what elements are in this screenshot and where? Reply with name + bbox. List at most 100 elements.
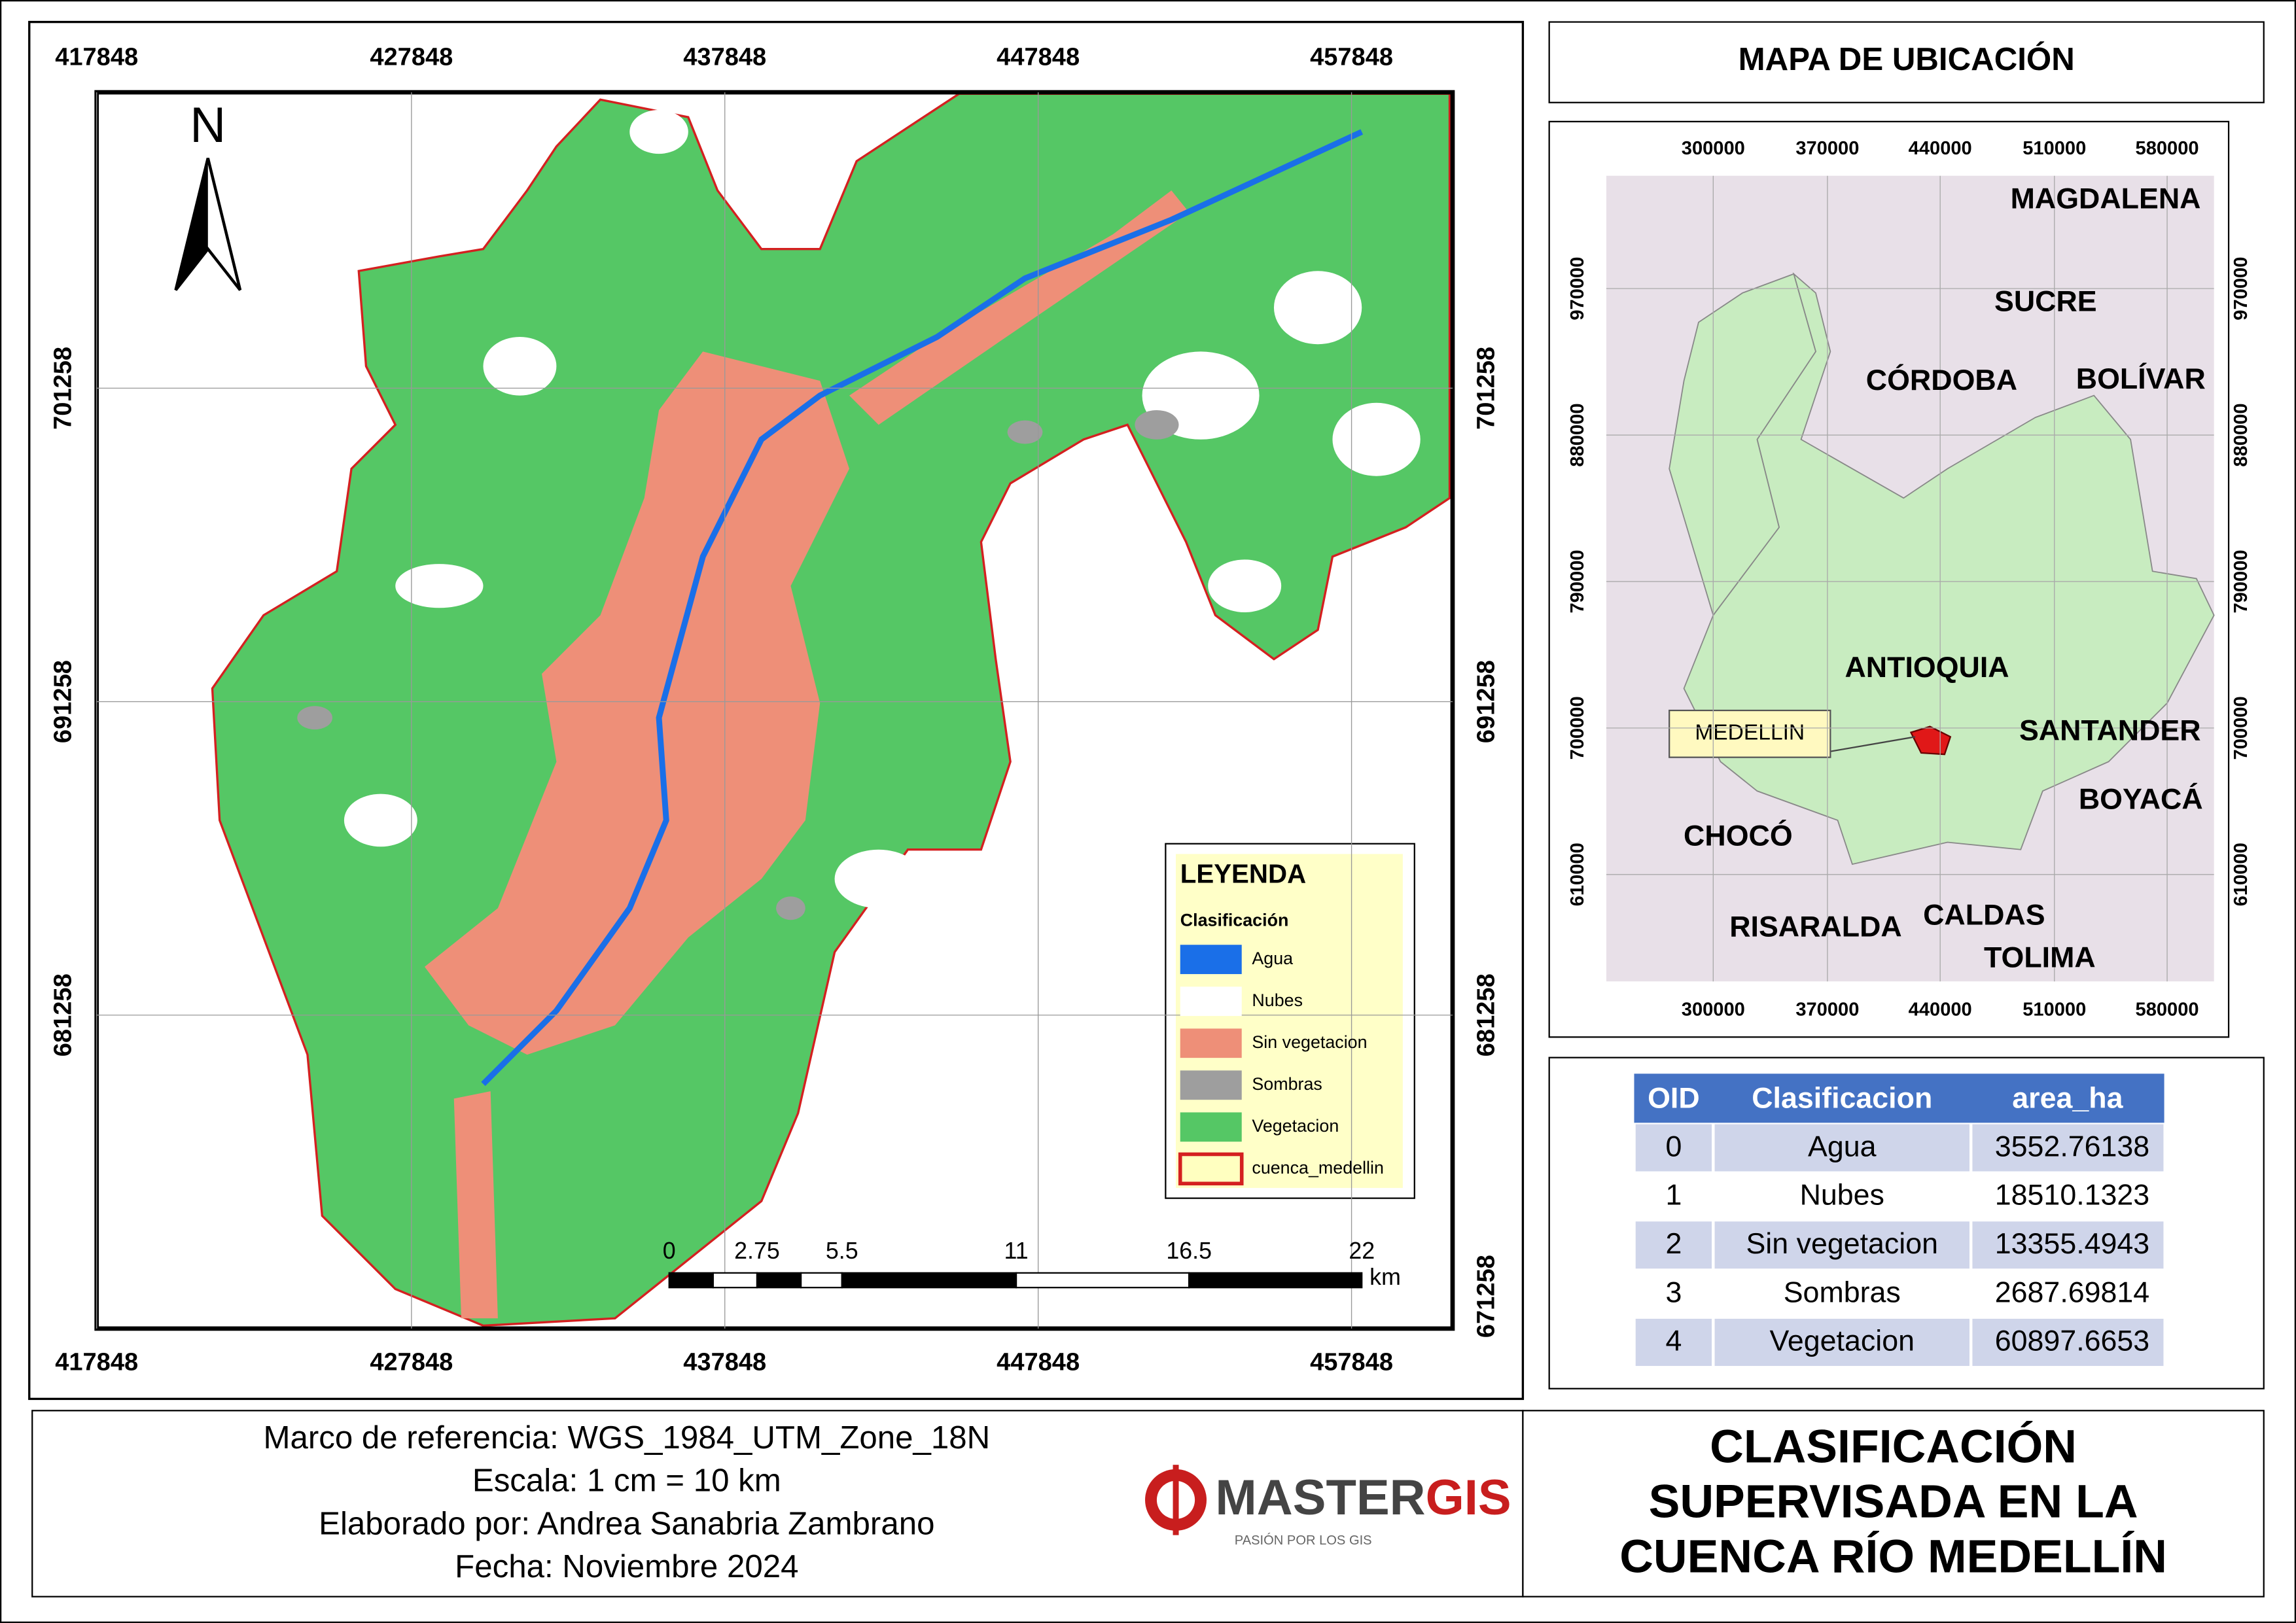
x-tick-label: 440000	[1909, 138, 1972, 159]
logo-name-accent: GIS	[1426, 1470, 1511, 1526]
legend-label: Sin vegetacion	[1252, 1032, 1367, 1052]
basin	[211, 92, 1451, 1327]
title-box	[1522, 1410, 2265, 1597]
region-label: TOLIMA	[1984, 941, 2096, 973]
x-tick-label: 437848	[683, 1349, 766, 1376]
logo-name: MASTERGIS	[1215, 1470, 1511, 1526]
table-cell: 1	[1665, 1179, 1682, 1212]
region-label: CÓRDOBA	[1866, 364, 2017, 396]
scale-segment	[712, 1272, 758, 1289]
callout-label: MEDELLIN	[1695, 721, 1805, 745]
legend-label: Sombras	[1252, 1074, 1322, 1094]
x-tick-label: 580000	[2136, 1000, 2199, 1021]
y-tick-label: 610000	[2231, 843, 2252, 906]
shadow-patches	[297, 410, 1179, 920]
info-line: Escala: 1 cm = 10 km	[472, 1463, 781, 1499]
scale-segment	[841, 1272, 1017, 1289]
y-tick-label: 681258	[1473, 973, 1500, 1056]
cordoba-area	[1669, 273, 1816, 617]
table-row-bg	[1633, 1317, 2165, 1368]
logo-name-main: MASTER	[1215, 1470, 1425, 1526]
region-label: SUCRE	[1994, 285, 2097, 317]
region-label: CHOCÓ	[1684, 820, 1793, 852]
x-tick-label: 370000	[1795, 138, 1859, 159]
table-cell: 0	[1665, 1130, 1682, 1162]
table-row-bg	[1633, 1123, 2165, 1173]
table-cell: Sin vegetacion	[1746, 1227, 1938, 1260]
x-tick-label: 300000	[1682, 138, 1745, 159]
scale-label: 2.75	[734, 1238, 780, 1264]
x-tick-label: 417848	[55, 1349, 138, 1376]
y-tick-label: 700000	[2231, 696, 2252, 759]
scale-segment	[756, 1272, 802, 1289]
table-cell: 2687.69814	[1995, 1276, 2149, 1308]
y-tick-label: 970000	[2231, 257, 2252, 321]
x-tick-label: 427848	[370, 44, 453, 71]
scale-segment	[1188, 1272, 1363, 1289]
north-label: N	[190, 97, 226, 153]
cloud-patches	[344, 109, 1421, 909]
region-label: CALDAS	[1923, 899, 2045, 932]
scale-segment	[800, 1272, 843, 1289]
region-label: ANTIOQUIA	[1845, 651, 2009, 684]
x-tick-label: 300000	[1682, 1000, 1745, 1021]
x-tick-label: 437848	[683, 44, 766, 71]
table-cell: 2	[1665, 1227, 1682, 1260]
table-cell: 18510.1323	[1995, 1179, 2149, 1212]
x-tick-label: 440000	[1909, 1000, 1972, 1021]
table-header-bg	[1634, 1073, 2164, 1124]
table-cell: 60897.6653	[1995, 1325, 2149, 1357]
y-tick-label: 671258	[1473, 1255, 1500, 1338]
map-title: SUPERVISADA EN LA	[1649, 1476, 2138, 1528]
region-label: BOYACÁ	[2079, 783, 2203, 816]
y-tick-label: 701258	[1473, 347, 1500, 430]
table-header: OID	[1648, 1081, 1700, 1114]
table-cell: Nubes	[1800, 1179, 1884, 1212]
legend-swatch	[1180, 1028, 1242, 1058]
x-tick-label: 580000	[2136, 138, 2199, 159]
legend-label: Nubes	[1252, 990, 1303, 1010]
legend-swatch	[1180, 945, 1242, 975]
y-tick-label: 970000	[1567, 257, 1588, 321]
info-line: Fecha: Noviembre 2024	[455, 1548, 798, 1584]
map-title: CLASIFICACIÓN	[1710, 1420, 2077, 1473]
locator-title: MAPA DE UBICACIÓN	[1739, 41, 2075, 77]
x-tick-label: 447848	[997, 44, 1080, 71]
table-cell: 3	[1665, 1276, 1682, 1308]
legend-subtitle: Clasificación	[1180, 911, 1289, 930]
map-title: CUENCA RÍO MEDELLÍN	[1619, 1531, 2167, 1583]
river	[481, 129, 1364, 1087]
x-tick-label: 417848	[55, 44, 138, 71]
y-tick-label: 880000	[2231, 403, 2252, 466]
table-cell: 4	[1665, 1325, 1682, 1357]
scale-label: 16.5	[1166, 1238, 1212, 1264]
legend-swatch	[1180, 1070, 1242, 1100]
y-tick-label: 610000	[1567, 843, 1588, 906]
legend-swatch	[1178, 1152, 1244, 1186]
legend-label: Agua	[1252, 949, 1293, 968]
y-tick-label: 701258	[50, 347, 77, 430]
x-tick-label: 370000	[1795, 1000, 1859, 1021]
info-line: Elaborado por: Andrea Sanabria Zambrano	[319, 1505, 934, 1541]
legend-swatch	[1180, 986, 1242, 1017]
x-tick-label: 457848	[1310, 44, 1393, 71]
y-tick-label: 691258	[1473, 660, 1500, 743]
region-label: RISARALDA	[1729, 910, 1902, 943]
locator-title-box	[1548, 21, 2265, 103]
table-row-bg	[1633, 1220, 2165, 1270]
scale-label: 22	[1349, 1238, 1375, 1264]
table-header: area_ha	[2012, 1081, 2123, 1114]
scale-label: 11	[1004, 1238, 1029, 1264]
logo-tagline: PASIÓN POR LOS GIS	[1235, 1533, 1372, 1548]
scale-segment	[668, 1272, 714, 1289]
x-tick-label: 457848	[1310, 1349, 1393, 1376]
y-tick-label: 790000	[2231, 550, 2252, 613]
north-arrow-fill	[175, 158, 208, 290]
legend-swatch	[1180, 1112, 1242, 1142]
region-label: BOLÍVAR	[2076, 362, 2206, 395]
region-label: SANTANDER	[2019, 714, 2201, 746]
y-tick-label: 790000	[1567, 550, 1588, 613]
legend-label: Vegetacion	[1252, 1116, 1339, 1136]
urban-south	[453, 1091, 498, 1319]
